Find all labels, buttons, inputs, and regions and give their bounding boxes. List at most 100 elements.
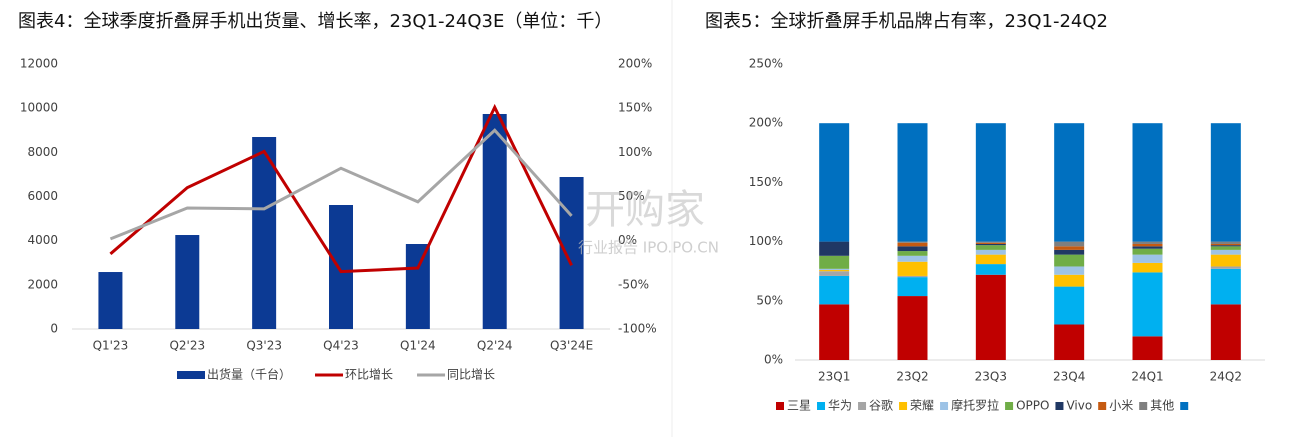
legend-swatch — [1098, 402, 1107, 410]
bar-segment — [1054, 274, 1085, 287]
y-tick-label: 0 — [50, 322, 58, 336]
y-tick-label: 10000 — [20, 101, 58, 115]
bar — [329, 205, 353, 329]
bar-segment — [1054, 286, 1085, 325]
bar-segment — [975, 123, 1006, 242]
y-tick-label: 200% — [749, 116, 783, 130]
x-tick-label: Q3'23 — [246, 339, 282, 353]
bar-segment — [1132, 243, 1163, 247]
legend-label: 荣耀 — [910, 399, 934, 413]
bar-segment — [897, 277, 928, 297]
y-tick-label: 100% — [749, 234, 783, 248]
bar — [482, 113, 507, 329]
x-tick-label: 23Q4 — [1053, 370, 1085, 384]
y-tick-label: 250% — [749, 57, 783, 71]
y-tick-label: 100% — [618, 145, 652, 159]
bar-segment — [975, 264, 1006, 275]
x-tick-label: 23Q3 — [975, 370, 1007, 384]
legend-label: 小米 — [1109, 399, 1133, 413]
bar-segment — [975, 249, 1006, 255]
bar-segment — [1210, 304, 1241, 360]
bar — [252, 137, 277, 329]
bar-segment — [975, 245, 1006, 250]
bar-segment — [975, 243, 1006, 246]
bar-segment — [1210, 245, 1241, 247]
y-tick-label: 50% — [618, 189, 645, 203]
watermark-title: 开购家 — [585, 187, 705, 233]
legend-label: 其他 — [1150, 399, 1174, 413]
bar-segment — [1132, 241, 1163, 244]
legend-label: 同比增长 — [447, 368, 495, 382]
bar-segment — [1132, 254, 1163, 263]
x-tick-label: 24Q1 — [1131, 370, 1163, 384]
bar-segment — [1054, 123, 1085, 242]
bar-segment — [819, 270, 850, 272]
bar-segment — [1132, 262, 1163, 273]
bar-segment — [1132, 123, 1163, 242]
x-tick-label: 23Q2 — [896, 370, 928, 384]
legend-label: Vivo — [1066, 399, 1092, 413]
bar-segment — [897, 255, 928, 262]
chart-title: 图表5：全球折叠屏手机品牌占有率，23Q1-24Q2 — [705, 11, 1108, 32]
line-series — [109, 128, 573, 241]
legend-label: 华为 — [828, 399, 852, 413]
x-tick-label: Q1'23 — [93, 339, 129, 353]
bar-segment — [819, 271, 850, 276]
bar-segment — [819, 255, 850, 269]
line-series — [109, 103, 573, 274]
bar-segment — [1210, 268, 1241, 305]
legend-swatch — [1005, 402, 1014, 410]
bar-segment — [819, 123, 850, 242]
legend-swatch — [1139, 402, 1148, 410]
legend-swatch — [858, 402, 867, 410]
bar-segment — [1132, 246, 1163, 249]
bar-segment — [897, 123, 928, 242]
bar-segment — [897, 242, 928, 247]
bar-segment — [1054, 324, 1085, 360]
y-tick-label: 0% — [764, 353, 783, 367]
bar-segment — [1054, 241, 1085, 247]
y-tick-label: 150% — [618, 101, 652, 115]
bar-segment — [1210, 249, 1241, 255]
bar-segment — [1132, 272, 1163, 337]
bar-segment — [1210, 243, 1241, 246]
legend-swatch — [817, 402, 826, 410]
bar-segment — [975, 274, 1006, 360]
chart-title: 图表4：全球季度折叠屏手机出货量、增长率，23Q1-24Q3E（单位：千） — [18, 11, 612, 32]
bar-segment — [897, 241, 928, 243]
y-tick-label: 150% — [749, 175, 783, 189]
y-tick-label: -50% — [618, 277, 649, 291]
bar-segment — [1210, 241, 1241, 244]
y-tick-label: 0% — [618, 233, 637, 247]
bar-segment — [1210, 123, 1241, 242]
x-tick-label: Q2'23 — [169, 339, 205, 353]
bar-segment — [897, 251, 928, 256]
bar — [98, 272, 123, 329]
bar-segment — [1054, 246, 1085, 250]
bar-segment — [897, 261, 928, 276]
bar-segment — [819, 275, 850, 305]
legend-swatch — [177, 371, 205, 379]
x-tick-label: 24Q2 — [1210, 370, 1242, 384]
legend-label: 环比增长 — [345, 368, 393, 382]
bar — [559, 177, 584, 329]
y-tick-label: -100% — [618, 322, 657, 336]
bar-segment — [975, 241, 1006, 243]
legend-label: OPPO — [1016, 399, 1049, 413]
y-tick-label: 50% — [756, 293, 783, 307]
x-tick-label: 23Q1 — [818, 370, 850, 384]
bar-segment — [1132, 336, 1163, 360]
bar — [405, 244, 430, 329]
bar-segment — [897, 296, 928, 360]
bar-segment — [975, 254, 1006, 265]
x-tick-label: Q2'24 — [477, 339, 513, 353]
y-tick-label: 2000 — [27, 277, 58, 291]
legend-label: 三星 — [787, 399, 811, 413]
bar-segment — [897, 246, 928, 252]
bar-segment — [975, 242, 1006, 244]
bar-segment — [1210, 254, 1241, 267]
bar-segment — [819, 268, 850, 271]
x-tick-label: Q3'24E — [550, 339, 593, 353]
